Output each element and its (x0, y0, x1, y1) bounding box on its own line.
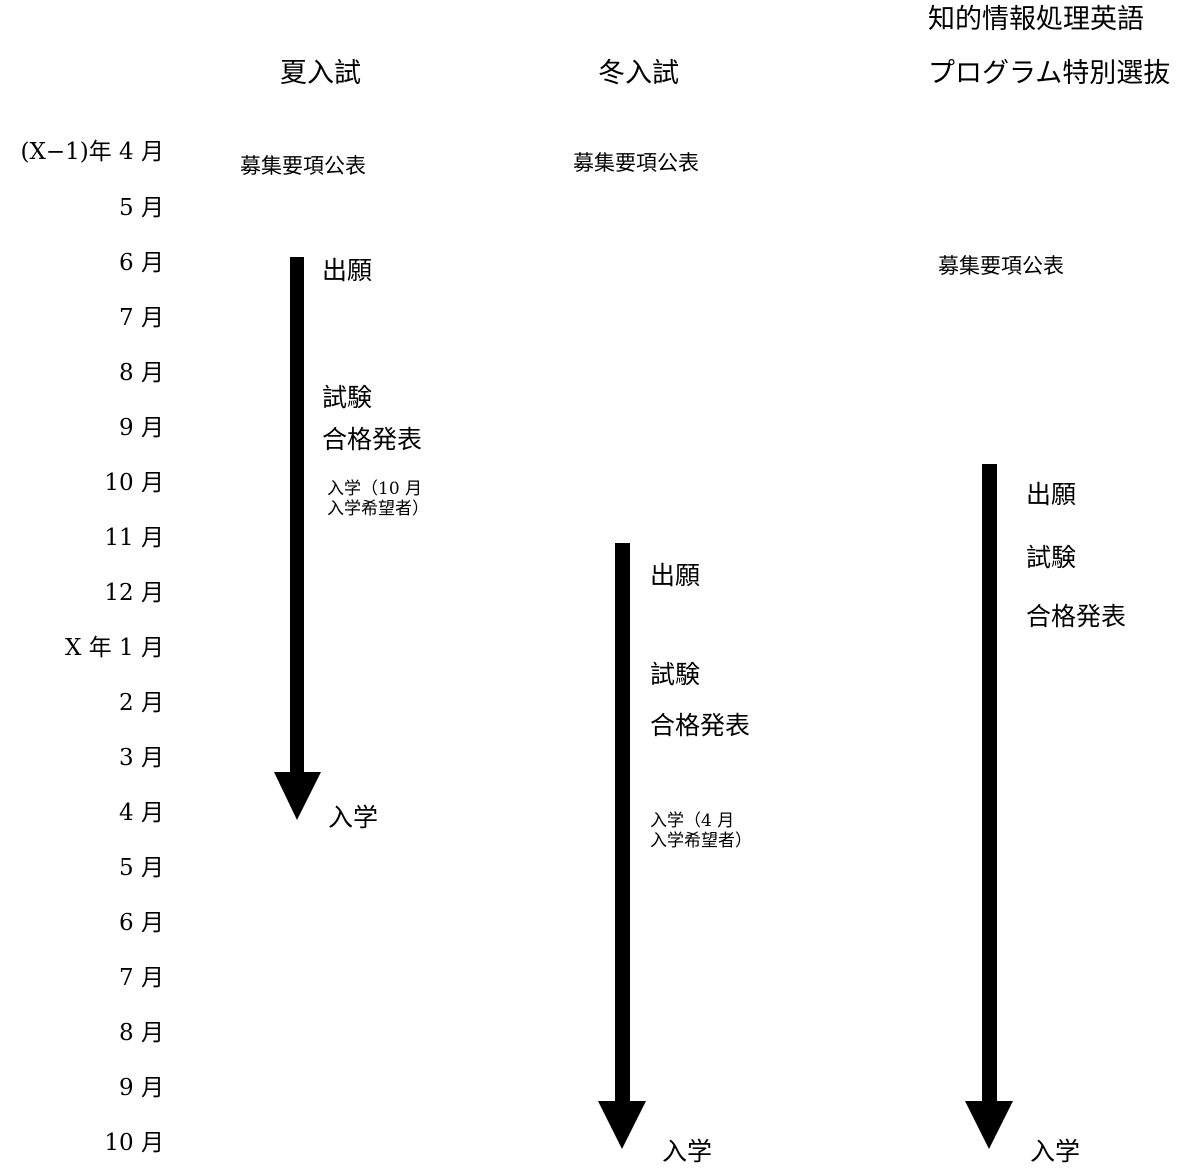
month-label: 5 月 (119, 855, 164, 881)
summer-announce-label: 募集要項公表 (240, 154, 366, 178)
month-label: 2 月 (119, 690, 164, 716)
month-label: 10 月 (104, 1130, 164, 1156)
month-label: 10 月 (104, 470, 164, 496)
winter-apr-entry-line2: 入学希望者） (650, 831, 752, 851)
month-label: (X−1)年 4 月 (20, 139, 164, 165)
month-label: 8 月 (119, 360, 164, 386)
header-special-line2: プログラム特別選抜 (928, 58, 1171, 89)
month-label: 5 月 (119, 195, 164, 221)
month-label: 6 月 (119, 910, 164, 936)
month-label: 3 月 (119, 745, 164, 771)
month-label: 7 月 (119, 965, 164, 991)
month-label: 9 月 (119, 415, 164, 441)
month-label: 8 月 (119, 1020, 164, 1046)
special-apply-label: 出願 (1026, 480, 1077, 509)
month-label: 7 月 (119, 305, 164, 331)
special-exam-label: 試験 (1026, 543, 1077, 572)
month-label: 9 月 (119, 1075, 164, 1101)
winter-apr-entry-line1: 入学（4 月 (650, 811, 735, 831)
winter-announce-label: 募集要項公表 (573, 151, 699, 175)
summer-entry-label: 入学 (328, 803, 379, 832)
summer-oct-entry-line1: 入学（10 月 (327, 479, 423, 499)
summer-oct-entry-line2: 入学希望者） (327, 499, 429, 519)
header-summer: 夏入試 (280, 58, 361, 89)
winter-apply-label: 出願 (650, 561, 701, 590)
winter-exam-label: 試験 (650, 660, 701, 689)
winter-arrow (598, 543, 646, 1149)
month-label: 6 月 (119, 250, 164, 276)
special-arrow (965, 464, 1013, 1149)
header-winter: 冬入試 (598, 58, 679, 89)
summer-exam-label: 試験 (322, 383, 373, 412)
header-special-line1: 知的情報処理英語 (928, 4, 1144, 35)
month-label: 4 月 (119, 800, 164, 826)
summer-arrow (274, 257, 321, 820)
summer-apply-label: 出願 (322, 256, 373, 285)
month-label: X 年 1 月 (65, 635, 164, 661)
month-label: 12 月 (104, 580, 164, 606)
winter-result-label: 合格発表 (650, 711, 751, 740)
winter-entry-label: 入学 (662, 1137, 713, 1166)
month-label: 11 月 (104, 525, 164, 551)
special-result-label: 合格発表 (1026, 602, 1127, 631)
special-entry-label: 入学 (1030, 1137, 1081, 1166)
special-announce-label: 募集要項公表 (938, 254, 1064, 278)
summer-result-label: 合格発表 (322, 425, 423, 454)
